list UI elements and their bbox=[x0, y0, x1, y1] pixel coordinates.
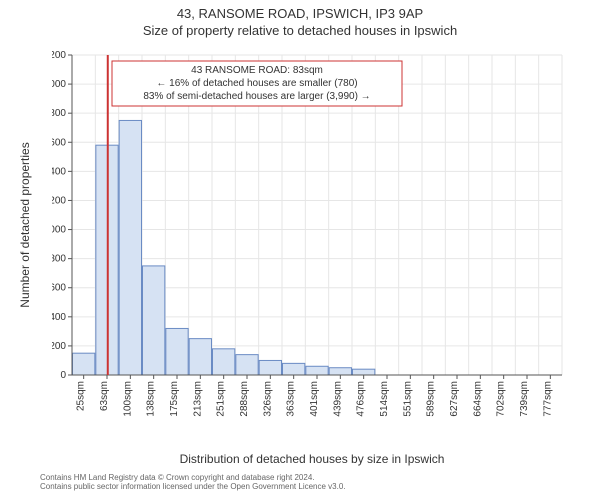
svg-text:1600: 1600 bbox=[52, 137, 66, 148]
svg-text:800: 800 bbox=[52, 254, 66, 265]
chart-title-line2: Size of property relative to detached ho… bbox=[0, 23, 600, 40]
svg-text:326sqm: 326sqm bbox=[262, 381, 273, 417]
svg-text:213sqm: 213sqm bbox=[192, 381, 203, 417]
attribution-text: Contains HM Land Registry data © Crown c… bbox=[40, 473, 346, 492]
svg-text:702sqm: 702sqm bbox=[496, 381, 507, 417]
svg-text:83% of semi-detached houses ar: 83% of semi-detached houses are larger (… bbox=[143, 91, 370, 102]
svg-text:175sqm: 175sqm bbox=[169, 381, 180, 417]
chart-title-line1: 43, RANSOME ROAD, IPSWICH, IP3 9AP bbox=[0, 0, 600, 23]
svg-text:← 16% of detached houses are s: ← 16% of detached houses are smaller (78… bbox=[156, 78, 357, 89]
svg-text:1400: 1400 bbox=[52, 166, 66, 177]
svg-text:2200: 2200 bbox=[52, 50, 66, 61]
chart-container: 43, RANSOME ROAD, IPSWICH, IP3 9AP Size … bbox=[0, 0, 600, 500]
svg-text:664sqm: 664sqm bbox=[472, 381, 483, 417]
attribution-line1: Contains HM Land Registry data © Crown c… bbox=[40, 473, 346, 483]
svg-text:589sqm: 589sqm bbox=[426, 381, 437, 417]
attribution-line2: Contains public sector information licen… bbox=[40, 482, 346, 492]
svg-text:138sqm: 138sqm bbox=[146, 381, 157, 417]
svg-text:251sqm: 251sqm bbox=[216, 381, 227, 417]
svg-text:200: 200 bbox=[52, 341, 66, 352]
svg-text:476sqm: 476sqm bbox=[356, 381, 367, 417]
histogram-svg: 0 200 400 600 800 1000 1200 1400 1600 1800 2000 220… bbox=[52, 50, 572, 420]
svg-text:43 RANSOME ROAD: 83sqm: 43 RANSOME ROAD: 83sqm bbox=[191, 65, 323, 76]
svg-text:363sqm: 363sqm bbox=[286, 381, 297, 417]
svg-text:1200: 1200 bbox=[52, 195, 66, 206]
svg-text:400: 400 bbox=[52, 312, 66, 323]
svg-text:401sqm: 401sqm bbox=[309, 381, 320, 417]
svg-text:777sqm: 777sqm bbox=[542, 381, 553, 417]
svg-text:627sqm: 627sqm bbox=[449, 381, 460, 417]
svg-text:551sqm: 551sqm bbox=[402, 381, 413, 417]
svg-text:600: 600 bbox=[52, 283, 66, 294]
svg-text:25sqm: 25sqm bbox=[76, 381, 87, 411]
svg-text:288sqm: 288sqm bbox=[239, 381, 250, 417]
x-axis-label: Distribution of detached houses by size … bbox=[52, 452, 572, 466]
svg-text:1800: 1800 bbox=[52, 108, 66, 119]
svg-text:514sqm: 514sqm bbox=[379, 381, 390, 417]
svg-text:1000: 1000 bbox=[52, 225, 66, 236]
svg-text:63sqm: 63sqm bbox=[99, 381, 110, 411]
svg-text:2000: 2000 bbox=[52, 79, 66, 90]
svg-text:439sqm: 439sqm bbox=[332, 381, 343, 417]
svg-text:0: 0 bbox=[60, 370, 66, 381]
svg-text:100sqm: 100sqm bbox=[122, 381, 133, 417]
y-axis-label: Number of detached properties bbox=[18, 40, 32, 410]
plot-area: 0 200 400 600 800 1000 1200 1400 1600 1800 2000 220… bbox=[52, 50, 572, 420]
svg-text:739sqm: 739sqm bbox=[519, 381, 530, 417]
